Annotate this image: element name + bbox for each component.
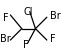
Text: F: F xyxy=(3,12,9,22)
Text: Br: Br xyxy=(0,34,11,44)
Text: F: F xyxy=(23,39,29,49)
Text: Br: Br xyxy=(50,11,61,21)
Text: Cl: Cl xyxy=(24,7,33,17)
Text: F: F xyxy=(50,34,56,44)
